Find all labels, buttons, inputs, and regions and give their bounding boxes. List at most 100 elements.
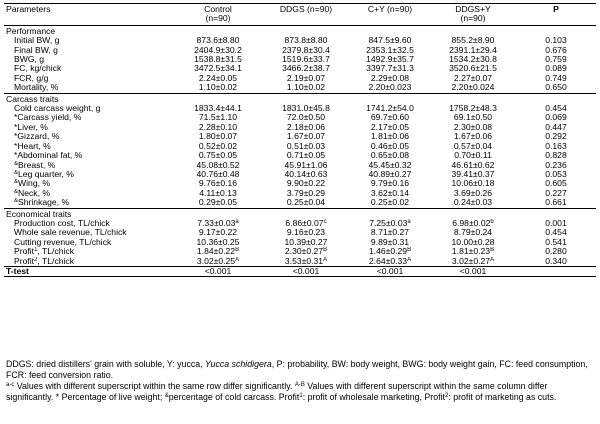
row-label: *Gizzard, % — [14, 132, 60, 142]
cell-value: 2391.1±29.4 — [449, 45, 497, 55]
cell-ddgsy: 3520.6±21.5 — [430, 64, 516, 73]
cell-cy: 1741.2±54.0 — [350, 104, 430, 113]
cell-control: 0.52±0.02 — [174, 142, 262, 151]
cell-value: 10.06±0.18 — [451, 179, 495, 189]
cell-ddgsy: 1534.2±30.8 — [430, 55, 516, 64]
cell-value: 0.25±0.04 — [286, 198, 326, 208]
cell-value: 1833.4±44.1 — [194, 104, 242, 114]
cell-value: 69.7±0.60 — [370, 113, 410, 123]
cell-ddgsy: 39.41±0.37 — [430, 170, 516, 179]
row-label-text: Breast, % — [18, 160, 56, 170]
cell-value: 39.41±0.37 — [451, 169, 495, 179]
table-row: &Leg quarter, % 40.76±0.48 40.14±0.63 40.89… — [4, 170, 596, 179]
cell-value: 1758.2±48.3 — [449, 104, 497, 114]
section-title: Performance — [6, 25, 56, 36]
section-row: Performance — [4, 25, 596, 36]
superscript: B — [235, 247, 240, 254]
cell-control: 2.24±0.05 — [174, 74, 262, 83]
cell-value: 10.39±0.27 — [284, 237, 328, 247]
table-row: *Carcass yield, % 71.5±1.10 72.0±0.50 69.7±… — [4, 113, 596, 122]
footnote-abbreviations: DDGS: dried distillers' grain with solub… — [6, 359, 594, 381]
cell-ddgs: 1519.6±33.7 — [262, 55, 350, 64]
cell-p: 0.340 — [545, 256, 567, 266]
cell-value: 40.76±0.48 — [196, 169, 240, 179]
superscript: B — [323, 247, 328, 254]
cell-ddgs: 9.16±0.23 — [262, 228, 350, 237]
cell-p: 0.759 — [545, 55, 567, 65]
header-cy: C+Y (n=90) — [350, 3, 430, 26]
cell-value: 1.67±0.07 — [286, 132, 326, 142]
cell-ddgs: 3466.2±38.7 — [262, 64, 350, 73]
cell-control: 45.08±0.52 — [174, 161, 262, 170]
ttest-cy: <0.001 — [350, 265, 430, 278]
cell-value: 2.20±0.024 — [451, 83, 495, 93]
cell-value: 3.79±0.29 — [286, 188, 326, 198]
cell-ddgsy: 46.61±0.62 — [430, 161, 516, 170]
section-row: Carcass traits — [4, 92, 596, 105]
cell-value: 1519.6±33.7 — [282, 55, 330, 65]
row-label: *Liver, % — [14, 122, 48, 132]
cell-value: 1.81±0.06 — [370, 132, 410, 142]
table-row: *Abdominal fat, % 0.75±0.05 0.71±0.05 0.65±… — [4, 151, 596, 160]
cell-p: 0.676 — [545, 45, 567, 55]
cell-p: 0.103 — [545, 36, 567, 46]
cell-ddgs: 9.90±0.22 — [262, 179, 350, 188]
cell-value: 1831.0±45.8 — [282, 104, 330, 114]
cell-ddgsy: 1758.2±48.3 — [430, 104, 516, 113]
row-label: *Carcass yield, % — [14, 113, 82, 123]
header-ddgsy-n: (n=90) — [460, 13, 486, 24]
cell-value: 0.75±0.05 — [198, 151, 238, 161]
table-row: &Wing, % 9.76±0.16 9.90±0.22 9.79±0.16 10.06… — [4, 179, 596, 188]
row-label: &Wing, % — [4, 179, 174, 188]
table-row: Production cost, TL/chick 7.33±0.03a 6.86±… — [4, 219, 596, 228]
cell-value: 1534.2±30.8 — [449, 55, 497, 65]
table-header: Parameters Control (n=90) DDGS (n=90) C+… — [4, 3, 596, 26]
header-parameters: Parameters — [4, 3, 174, 26]
header-ddgsy: DDGS+Y (n=90) — [430, 3, 516, 26]
cell-ddgsy: 2.20±0.024 — [430, 83, 516, 93]
cell-ddgsy: 2391.1±29.4 — [430, 46, 516, 55]
cell-ddgsy: 2.27±0.07 — [430, 74, 516, 83]
table-row: FCR, g/g 2.24±0.05 2.19±0.07 2.29±0.08 2.27±… — [4, 74, 596, 83]
cell-control: 10.36±0.25 — [174, 238, 262, 247]
row-label: BWG, g — [14, 55, 45, 65]
cell-ddgsy: 1.81±0.23B — [430, 247, 516, 256]
cell-value: 9.79±0.16 — [370, 179, 410, 189]
cell-cy: 3397.7±31.3 — [350, 64, 430, 73]
cell-p: 0.828 — [545, 151, 567, 161]
cell-control: 4.11±0.13 — [174, 189, 262, 198]
cell-value: 3520.6±21.5 — [449, 64, 497, 74]
cell-value: 3.62±0.14 — [370, 188, 410, 198]
cell-cy: 1.81±0.06 — [350, 132, 430, 141]
cell-p: 0.454 — [545, 228, 567, 238]
cell-value: 3.02±0.27 — [451, 256, 491, 266]
cell-value: 9.89±0.31 — [370, 237, 410, 247]
footnote-text-5: percentage of cold carcass. Profit — [168, 392, 300, 402]
row-label-text: Leg quarter, % — [18, 169, 74, 179]
cell-p: 0.661 — [545, 198, 567, 208]
cell-value: 6.86±0.07 — [285, 218, 324, 228]
footnote-text-6: : profit of wholesale marketing, Profit — [302, 392, 445, 402]
table-row: BWG, g 1538.8±31.5 1519.6±33.7 1492.9±35.7 1… — [4, 55, 596, 64]
cell-ddgs: 6.86±0.07c — [262, 219, 350, 228]
row-label: Cold carcass weight, g — [14, 104, 101, 114]
footnote-text-7: : profit of marketing as cuts. — [448, 392, 557, 402]
table-row: *Gizzard, % 1.80±0.07 1.67±0.07 1.81±0.06 1.… — [4, 132, 596, 141]
superscript: A — [235, 256, 240, 263]
footnote-significance: a-c Values with different superscript wi… — [6, 381, 594, 403]
table-row: *Heart, % 0.52±0.02 0.51±0.03 0.46±0.05 0.57… — [4, 142, 596, 151]
footnote-sup-2: 2 — [444, 393, 449, 399]
cell-value: 1.10±0.02 — [198, 83, 238, 93]
footnote-text-2: , P: probability, BW: body weight, BWG: … — [6, 359, 588, 380]
row-label: &Shrinkage, % — [4, 198, 174, 208]
cell-ddgs: 873.8±8.80 — [262, 36, 350, 45]
cell-control: 3472.5±34.1 — [174, 64, 262, 73]
cell-value: 1.84±0.22 — [196, 247, 236, 257]
table-row: *Liver, % 2.28±0.10 2.18±0.06 2.17±0.05 2.30… — [4, 123, 596, 132]
cell-value: 0.46±0.05 — [370, 141, 410, 151]
cell-cy: 0.65±0.08 — [350, 151, 430, 160]
cell-ddgsy: 10.06±0.18 — [430, 179, 516, 188]
cell-value: 0.51±0.03 — [286, 141, 326, 151]
ttest-p — [516, 265, 596, 278]
